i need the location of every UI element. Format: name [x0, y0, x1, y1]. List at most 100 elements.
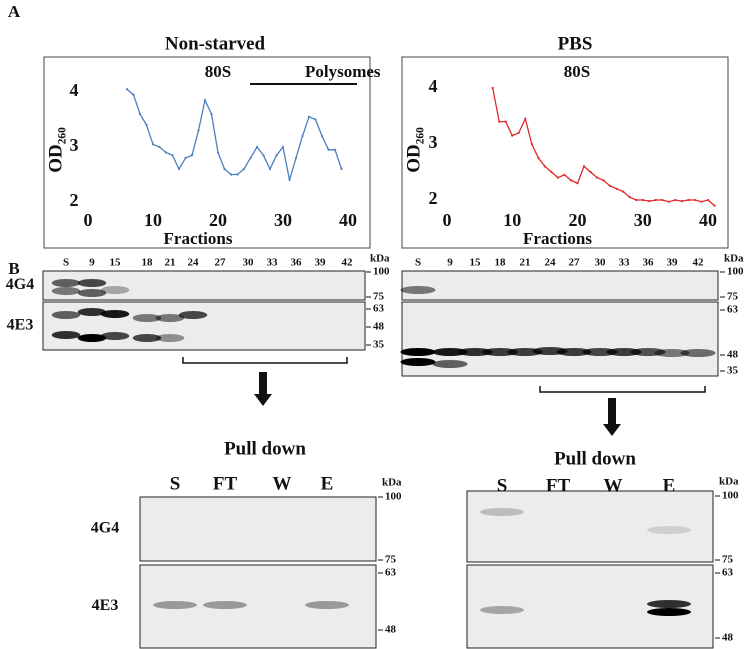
data-line — [492, 87, 715, 207]
blot-band — [680, 349, 716, 357]
data-point — [320, 134, 324, 138]
x-axis-label: Fractions — [164, 229, 233, 248]
data-point — [713, 204, 716, 207]
y-tick-label: 4 — [70, 80, 79, 100]
lane-label: W — [273, 473, 292, 494]
blot-band — [51, 279, 81, 287]
data-point — [242, 167, 246, 171]
marker-label: 63 — [722, 567, 734, 579]
data-point — [706, 198, 710, 202]
x-tick-label: 10 — [503, 210, 521, 230]
data-point — [615, 187, 618, 190]
data-point — [700, 200, 703, 203]
lane-label: 33 — [619, 257, 631, 269]
data-point — [595, 176, 599, 179]
blot-band — [647, 526, 691, 534]
y-axis-label: OD₂₆₀ — [403, 127, 424, 173]
data-point — [158, 145, 161, 149]
data-point — [255, 145, 259, 149]
blot-band — [203, 601, 247, 609]
marker-label: 35 — [373, 339, 385, 351]
data-point — [307, 115, 311, 118]
lane-label: 30 — [243, 257, 255, 269]
data-point — [667, 200, 670, 203]
blot-band — [132, 334, 162, 342]
lane-label: E — [321, 473, 334, 494]
data-point — [164, 151, 168, 154]
unit-label: kDa — [719, 476, 739, 488]
data-point — [340, 167, 343, 171]
blot-band — [482, 348, 518, 356]
x-tick-label: 0 — [443, 210, 452, 230]
marker-label: 100 — [373, 266, 390, 278]
blot-band — [178, 311, 208, 319]
marker-label: 48 — [385, 624, 397, 636]
annotation: 80S — [205, 62, 231, 81]
blot-band — [556, 348, 592, 356]
section-title: Pull down — [224, 438, 306, 459]
data-point — [171, 154, 174, 157]
marker-label: 48 — [722, 632, 734, 644]
data-point — [216, 151, 220, 154]
blot-strip — [139, 564, 377, 649]
lane-label: 39 — [667, 257, 679, 269]
marker-label: 48 — [373, 321, 385, 333]
data-point — [576, 182, 579, 185]
marker-label: 35 — [727, 365, 739, 377]
blot-band — [457, 348, 493, 356]
lane-label: 33 — [267, 257, 279, 269]
data-point — [693, 198, 697, 202]
plot-frame — [43, 56, 371, 249]
data-point — [569, 179, 573, 182]
data-point — [184, 156, 187, 160]
blot-band — [480, 508, 524, 516]
marker-label: 100 — [385, 491, 402, 503]
panel-label: B — [8, 259, 19, 278]
lane-label: 24 — [188, 257, 200, 269]
data-point — [674, 198, 677, 202]
blot-band — [51, 311, 81, 319]
bracket — [182, 357, 348, 364]
data-point — [301, 134, 304, 138]
data-point — [602, 179, 605, 182]
bracket — [539, 386, 706, 393]
lane-label: FT — [213, 473, 238, 494]
data-point — [654, 198, 657, 202]
lane-label: 27 — [215, 257, 227, 269]
x-tick-label: 0 — [84, 210, 93, 230]
lane-label: 18 — [142, 257, 154, 269]
annotation: Polysomes — [305, 62, 381, 81]
blot-band — [654, 349, 690, 357]
blot-band — [77, 289, 107, 297]
lane-label: S — [170, 473, 181, 494]
blot-band — [480, 606, 524, 614]
data-point — [680, 200, 684, 203]
blot-band — [100, 332, 130, 340]
data-point — [556, 176, 560, 179]
lane-label: 42 — [342, 257, 354, 269]
blot-band — [400, 348, 436, 356]
data-point — [661, 198, 664, 202]
x-tick-label: 40 — [699, 210, 717, 230]
panel-label: A — [8, 2, 21, 21]
data-point — [550, 170, 553, 174]
x-tick-label: 20 — [209, 210, 227, 230]
data-point — [491, 86, 494, 90]
annotation: 80S — [564, 62, 590, 81]
lane-label: 9 — [89, 257, 95, 269]
data-line — [126, 88, 343, 181]
data-point — [262, 154, 265, 157]
data-point — [498, 120, 501, 123]
blot-band — [647, 608, 691, 616]
blot-band — [77, 308, 107, 316]
lane-label: 18 — [495, 257, 507, 269]
marker-label: 100 — [722, 490, 739, 502]
data-point — [687, 198, 690, 202]
data-point — [125, 88, 129, 91]
marker-label: 63 — [385, 567, 397, 579]
data-point — [138, 112, 142, 116]
row-label: 4G4 — [91, 520, 119, 537]
data-point — [641, 198, 644, 202]
blot-strip — [139, 496, 377, 562]
